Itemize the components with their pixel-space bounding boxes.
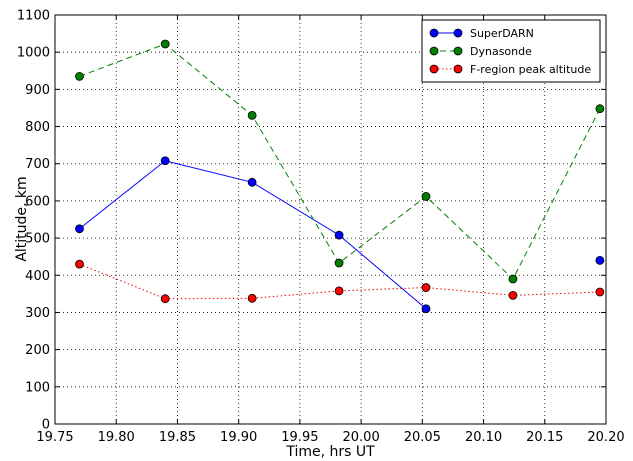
data-point: [75, 259, 84, 269]
data-point: [508, 274, 518, 284]
x-tick-label: 20.20: [587, 430, 624, 445]
legend: SuperDARN Dynasonde F-region peak altitude: [421, 19, 601, 83]
legend-marker: [453, 28, 463, 38]
y-tick-label: 900: [25, 83, 50, 98]
data-point: [421, 283, 431, 292]
series-f-region-peak-altitude: [75, 259, 605, 304]
legend-marker: [429, 46, 439, 56]
data-point: [421, 304, 431, 314]
x-tick-label: 20.15: [526, 430, 563, 445]
y-tick-label: 400: [25, 269, 50, 284]
data-point: [75, 224, 84, 234]
y-tick-label: 500: [25, 232, 50, 247]
data-point: [595, 287, 605, 297]
data-point: [334, 286, 344, 296]
y-tick-label: 1100: [17, 9, 50, 24]
x-tick-label: 20.05: [404, 430, 441, 445]
x-tick-label: 20.00: [343, 430, 380, 445]
legend-marker: [453, 46, 463, 56]
y-tick-label: 0: [42, 418, 50, 433]
data-point: [508, 290, 518, 300]
x-tick-label: 19.95: [281, 430, 318, 445]
plot-frame: [54, 14, 607, 425]
legend-marker: [429, 64, 439, 74]
y-tick-label: 800: [25, 120, 50, 135]
x-tick-label: 19.85: [159, 430, 196, 445]
y-tick-label: 200: [25, 343, 50, 358]
x-tick-label: 19.90: [220, 430, 257, 445]
y-tick-label: 1000: [17, 46, 50, 61]
y-tick-label: 100: [25, 380, 50, 395]
data-point: [247, 177, 257, 187]
legend-label: F-region peak altitude: [470, 63, 591, 76]
data-point: [160, 156, 170, 166]
legend-label: Dynasonde: [470, 45, 532, 58]
data-point: [160, 294, 170, 304]
data-point: [421, 192, 431, 201]
y-tick-label: 300: [25, 306, 50, 321]
data-point: [247, 110, 257, 120]
x-axis-label: Time, hrs UT: [285, 444, 375, 460]
legend-marker: [453, 64, 463, 74]
plot-background: [55, 15, 606, 424]
series-layer: [75, 39, 605, 314]
y-tick-label: 600: [25, 194, 50, 209]
data-point: [247, 293, 257, 303]
legend-label: SuperDARN: [470, 27, 534, 40]
legend-marker: [429, 28, 439, 38]
data-point: [595, 104, 605, 114]
data-point: [160, 39, 170, 49]
y-axis-label: Altitude, km: [14, 176, 30, 261]
x-tick-label: 20.10: [465, 430, 502, 445]
ticks: 19.75 19.80 19.85 19.90 19.95 20.00 20.05 20.10…: [17, 9, 625, 446]
data-point: [75, 71, 84, 81]
x-tick-label: 19.75: [36, 430, 73, 445]
data-point: [595, 255, 605, 265]
x-tick-label: 19.80: [98, 430, 135, 445]
series-superdarn: [75, 156, 605, 314]
series-dynasonde: [75, 39, 605, 284]
y-tick-label: 700: [25, 157, 50, 172]
data-point: [334, 230, 344, 240]
data-point: [334, 258, 344, 268]
